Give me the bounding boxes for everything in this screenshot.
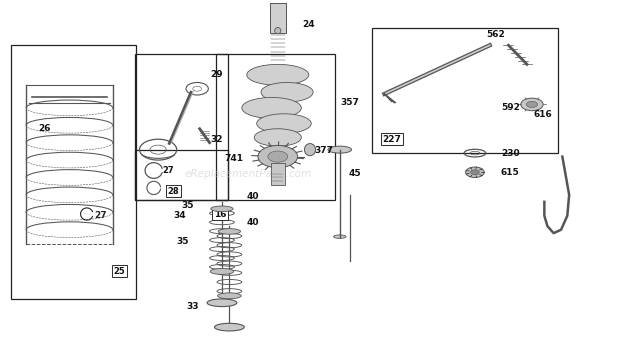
Text: 27: 27 xyxy=(163,166,174,175)
Ellipse shape xyxy=(254,129,301,146)
Bar xyxy=(135,54,228,200)
Text: 29: 29 xyxy=(211,70,223,79)
Text: 16: 16 xyxy=(214,209,226,219)
Text: 230: 230 xyxy=(501,149,520,158)
Ellipse shape xyxy=(334,235,346,238)
Text: 227: 227 xyxy=(383,135,401,144)
Bar xyxy=(11,45,136,299)
Ellipse shape xyxy=(242,97,301,118)
Text: 357: 357 xyxy=(341,98,360,107)
Ellipse shape xyxy=(215,323,244,331)
FancyBboxPatch shape xyxy=(271,163,285,185)
Text: 615: 615 xyxy=(501,168,520,177)
Text: 40: 40 xyxy=(246,218,259,227)
Circle shape xyxy=(471,170,479,175)
Ellipse shape xyxy=(328,146,352,153)
Text: 33: 33 xyxy=(186,302,198,311)
Text: eReplacementParts.com: eReplacementParts.com xyxy=(184,169,312,179)
FancyBboxPatch shape xyxy=(271,69,285,153)
Text: 25: 25 xyxy=(114,267,125,276)
Ellipse shape xyxy=(257,114,311,133)
Ellipse shape xyxy=(211,206,233,212)
Ellipse shape xyxy=(210,269,234,274)
Ellipse shape xyxy=(218,293,241,299)
Ellipse shape xyxy=(261,82,313,102)
Bar xyxy=(216,54,335,200)
Ellipse shape xyxy=(304,143,316,156)
Text: 45: 45 xyxy=(348,169,361,179)
Ellipse shape xyxy=(207,299,237,307)
Bar xyxy=(135,150,228,200)
Text: 34: 34 xyxy=(174,211,186,220)
Text: 377: 377 xyxy=(314,146,333,155)
Text: 616: 616 xyxy=(533,110,552,119)
Circle shape xyxy=(258,145,298,168)
Text: 27: 27 xyxy=(94,211,107,220)
FancyBboxPatch shape xyxy=(270,3,286,33)
Bar xyxy=(372,28,558,153)
Text: 35: 35 xyxy=(181,201,193,210)
Text: 28: 28 xyxy=(168,187,179,196)
Text: 40: 40 xyxy=(246,192,259,201)
Text: 592: 592 xyxy=(501,103,520,112)
Circle shape xyxy=(466,167,484,177)
Ellipse shape xyxy=(218,229,241,234)
Text: 32: 32 xyxy=(211,135,223,144)
Circle shape xyxy=(268,151,288,162)
Text: 562: 562 xyxy=(487,30,505,39)
Text: 26: 26 xyxy=(38,124,51,133)
Text: 741: 741 xyxy=(225,154,244,163)
Text: 24: 24 xyxy=(302,20,314,29)
Circle shape xyxy=(521,98,543,111)
Ellipse shape xyxy=(247,64,309,85)
Ellipse shape xyxy=(275,27,281,34)
Circle shape xyxy=(526,101,538,108)
Text: 35: 35 xyxy=(177,237,189,246)
